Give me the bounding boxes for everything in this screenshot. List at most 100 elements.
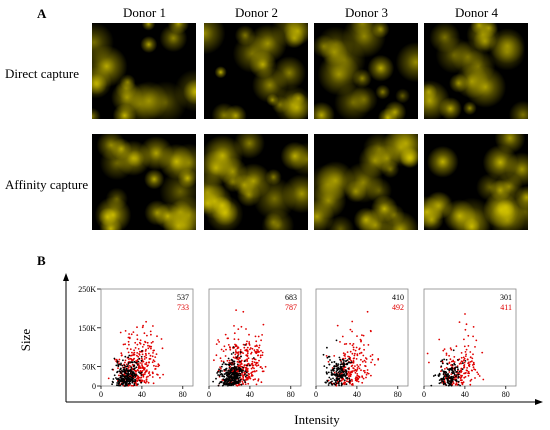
- black-data-point: [223, 381, 226, 383]
- red-data-point: [141, 346, 144, 348]
- red-event-count: 733: [177, 303, 189, 312]
- red-data-point: [143, 358, 146, 360]
- red-data-point: [120, 354, 123, 357]
- black-data-point: [446, 381, 449, 383]
- red-data-point: [146, 341, 149, 344]
- red-data-point: [344, 353, 347, 355]
- red-data-point: [262, 323, 265, 326]
- black-data-point: [134, 380, 137, 383]
- black-data-point: [125, 379, 128, 382]
- red-data-point: [348, 371, 350, 374]
- red-data-point: [136, 377, 139, 379]
- black-data-point: [118, 381, 121, 384]
- red-data-point: [128, 337, 131, 340]
- black-data-point: [338, 379, 341, 382]
- red-data-point: [128, 333, 131, 335]
- black-data-point: [236, 363, 239, 366]
- red-data-point: [259, 356, 262, 359]
- red-data-point: [472, 353, 474, 356]
- red-data-point: [133, 351, 136, 354]
- black-data-point: [346, 362, 348, 365]
- red-data-point: [149, 358, 152, 360]
- red-data-point: [251, 360, 254, 363]
- red-data-point: [476, 371, 479, 374]
- y-axis-label: Size: [18, 329, 33, 352]
- red-data-point: [137, 369, 140, 372]
- black-data-point: [229, 375, 232, 378]
- red-data-point: [107, 377, 110, 380]
- black-data-point: [325, 381, 327, 384]
- particle-glow: [463, 218, 481, 230]
- red-data-point: [253, 367, 255, 370]
- red-data-point: [353, 357, 355, 359]
- red-data-point: [327, 360, 330, 363]
- red-data-point: [377, 358, 380, 361]
- particle-glow: [381, 211, 418, 230]
- x-tick-label: 40: [246, 390, 254, 399]
- red-data-point: [343, 343, 346, 345]
- red-data-point: [469, 380, 472, 382]
- black-data-point: [229, 373, 231, 375]
- black-data-point: [345, 383, 348, 386]
- x-tick-label: 40: [138, 390, 146, 399]
- particle-glow: [326, 215, 355, 230]
- red-data-point: [255, 370, 258, 372]
- red-data-point: [119, 331, 122, 334]
- red-data-point: [251, 358, 254, 360]
- red-data-point: [248, 341, 251, 343]
- black-data-point: [123, 385, 126, 387]
- red-data-point: [160, 338, 163, 340]
- red-data-point: [147, 347, 150, 350]
- black-data-point: [331, 383, 333, 386]
- black-event-count: 410: [392, 293, 404, 302]
- black-data-point: [124, 383, 127, 386]
- red-data-point: [364, 371, 366, 374]
- red-data-point: [350, 359, 352, 362]
- black-data-point: [137, 383, 139, 385]
- black-data-point: [340, 367, 343, 370]
- black-data-point: [226, 374, 228, 377]
- red-data-point: [352, 360, 355, 362]
- black-data-point: [238, 376, 241, 379]
- red-data-point: [351, 344, 354, 347]
- black-data-point: [234, 376, 237, 378]
- red-data-point: [145, 370, 148, 373]
- red-data-point: [352, 361, 355, 364]
- red-data-point: [464, 376, 467, 378]
- black-data-point: [223, 378, 226, 381]
- black-data-point: [133, 384, 136, 386]
- red-data-point: [361, 334, 363, 336]
- red-data-point: [472, 361, 475, 364]
- red-data-point: [349, 328, 352, 331]
- red-data-point: [136, 343, 139, 346]
- row-label-direct-capture: Direct capture: [5, 66, 79, 81]
- black-data-point: [128, 370, 131, 372]
- black-data-point: [448, 382, 451, 385]
- red-data-point: [363, 348, 365, 351]
- red-data-point: [325, 355, 328, 357]
- red-data-point: [127, 366, 130, 369]
- black-data-point: [348, 381, 351, 384]
- black-data-point: [133, 372, 136, 375]
- black-data-point: [115, 364, 118, 367]
- red-data-point: [452, 382, 455, 385]
- red-data-point: [344, 357, 347, 360]
- red-data-point: [118, 358, 121, 361]
- red-data-point: [154, 356, 157, 358]
- red-data-point: [452, 359, 455, 362]
- red-data-point: [351, 320, 354, 323]
- red-data-point: [462, 381, 465, 384]
- donor-4-header: Donor 4: [455, 5, 498, 20]
- red-data-point: [246, 350, 249, 353]
- red-data-point: [250, 372, 253, 374]
- black-data-point: [443, 375, 446, 378]
- red-data-point: [149, 354, 152, 357]
- red-data-point: [229, 348, 232, 351]
- red-data-point: [468, 361, 470, 364]
- red-data-point: [352, 367, 355, 370]
- red-data-point: [355, 358, 358, 360]
- black-data-point: [447, 373, 449, 376]
- red-data-point: [124, 361, 126, 364]
- black-data-point: [323, 365, 326, 367]
- red-data-point: [152, 340, 154, 343]
